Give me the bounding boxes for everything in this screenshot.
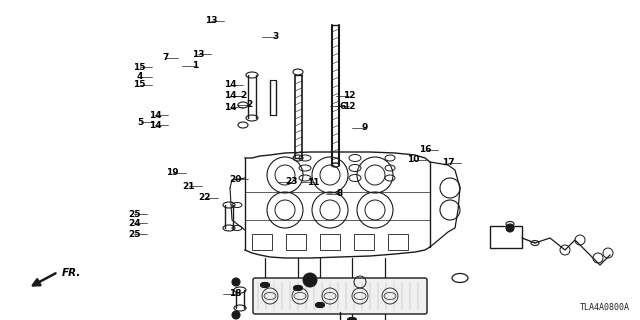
Text: 5: 5 — [138, 118, 144, 127]
Text: 8: 8 — [336, 189, 342, 198]
Text: 1: 1 — [192, 61, 198, 70]
Ellipse shape — [232, 278, 240, 286]
Text: 24: 24 — [128, 219, 141, 228]
Text: 14: 14 — [224, 92, 237, 100]
Bar — [354, 234, 374, 250]
FancyBboxPatch shape — [253, 278, 427, 314]
Text: 22: 22 — [198, 193, 211, 202]
Text: 11: 11 — [307, 178, 320, 187]
Text: 14: 14 — [148, 111, 161, 120]
Text: 19: 19 — [166, 168, 179, 177]
Text: 25: 25 — [128, 230, 141, 239]
Bar — [286, 234, 306, 250]
Text: 7: 7 — [162, 53, 168, 62]
Text: 14: 14 — [148, 121, 161, 130]
Text: 3: 3 — [272, 32, 278, 41]
Text: 15: 15 — [133, 80, 146, 89]
Text: FR.: FR. — [62, 268, 81, 278]
Text: 14: 14 — [224, 103, 237, 112]
Text: 16: 16 — [419, 145, 432, 154]
Text: 18: 18 — [229, 289, 242, 298]
Text: 15: 15 — [133, 63, 146, 72]
Text: 2: 2 — [240, 92, 246, 100]
Text: 6: 6 — [339, 102, 346, 111]
Text: 25: 25 — [128, 210, 141, 219]
Ellipse shape — [303, 273, 317, 287]
Bar — [252, 234, 272, 250]
Text: 23: 23 — [285, 177, 298, 186]
Text: 20: 20 — [229, 175, 242, 184]
Text: 13: 13 — [205, 16, 218, 25]
Text: 12: 12 — [342, 92, 355, 100]
Bar — [320, 234, 340, 250]
Bar — [388, 234, 408, 250]
Ellipse shape — [316, 302, 324, 308]
Text: TLA4A0800A: TLA4A0800A — [580, 303, 630, 312]
Text: 21: 21 — [182, 182, 195, 191]
Text: 12: 12 — [342, 102, 355, 111]
Ellipse shape — [294, 285, 303, 291]
Text: 2: 2 — [246, 100, 253, 109]
Text: 9: 9 — [362, 124, 368, 132]
Ellipse shape — [260, 283, 269, 287]
Ellipse shape — [232, 311, 240, 319]
Text: 14: 14 — [224, 80, 237, 89]
Ellipse shape — [348, 317, 356, 320]
Text: 4: 4 — [136, 72, 143, 81]
Ellipse shape — [506, 224, 514, 232]
Text: 17: 17 — [442, 158, 454, 167]
Text: 13: 13 — [192, 50, 205, 59]
Text: 10: 10 — [406, 156, 419, 164]
Bar — [490, 226, 522, 248]
